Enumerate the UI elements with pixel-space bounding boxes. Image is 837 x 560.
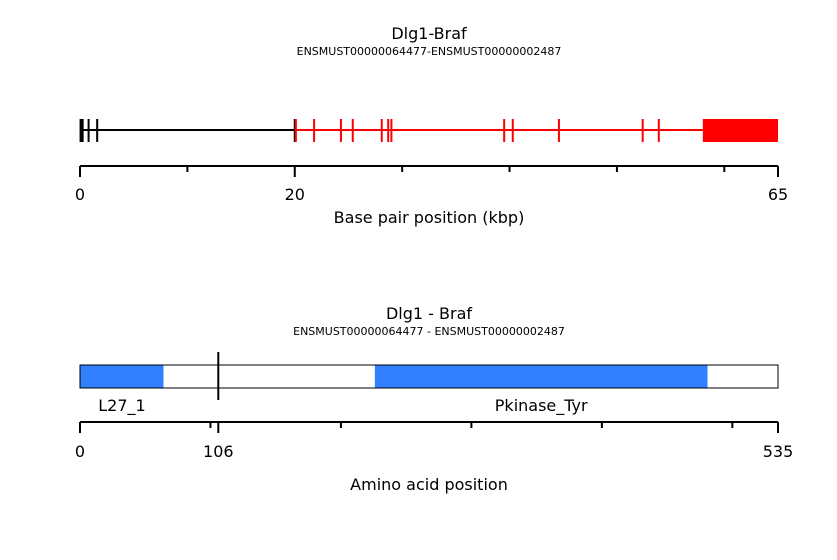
- protein-subtitle: ENSMUST00000064477 - ENSMUST00000002487: [293, 325, 565, 338]
- axis-tick-label: 65: [768, 185, 788, 204]
- transcript-subtitle: ENSMUST00000064477-ENSMUST00000002487: [297, 45, 562, 58]
- protein-outline: [79, 364, 779, 389]
- axis-tick-label: 0: [75, 442, 85, 461]
- protein-domain: [374, 365, 708, 388]
- protein-track: L27_1 Pkinase_Tyr: [79, 352, 779, 416]
- partner2-last-exon-block: [702, 119, 778, 142]
- axis-tick-label: 106: [203, 442, 234, 461]
- protein-domain: [80, 365, 164, 388]
- domain-label: L27_1: [98, 396, 145, 416]
- transcript-title: Dlg1-Braf: [391, 24, 467, 43]
- transcript-axis-label: Base pair position (kbp): [334, 208, 525, 227]
- axis-tick-label: 0: [75, 185, 85, 204]
- axis-tick-label: 535: [763, 442, 794, 461]
- protein-title: Dlg1 - Braf: [386, 304, 472, 323]
- protein-axis: 0 106 535: [75, 421, 794, 461]
- transcript-axis: 0 20 65: [75, 165, 788, 204]
- transcript-track: [79, 119, 778, 142]
- protein-axis-label: Amino acid position: [350, 475, 508, 494]
- domain-label: Pkinase_Tyr: [495, 396, 588, 416]
- axis-tick-label: 20: [285, 185, 305, 204]
